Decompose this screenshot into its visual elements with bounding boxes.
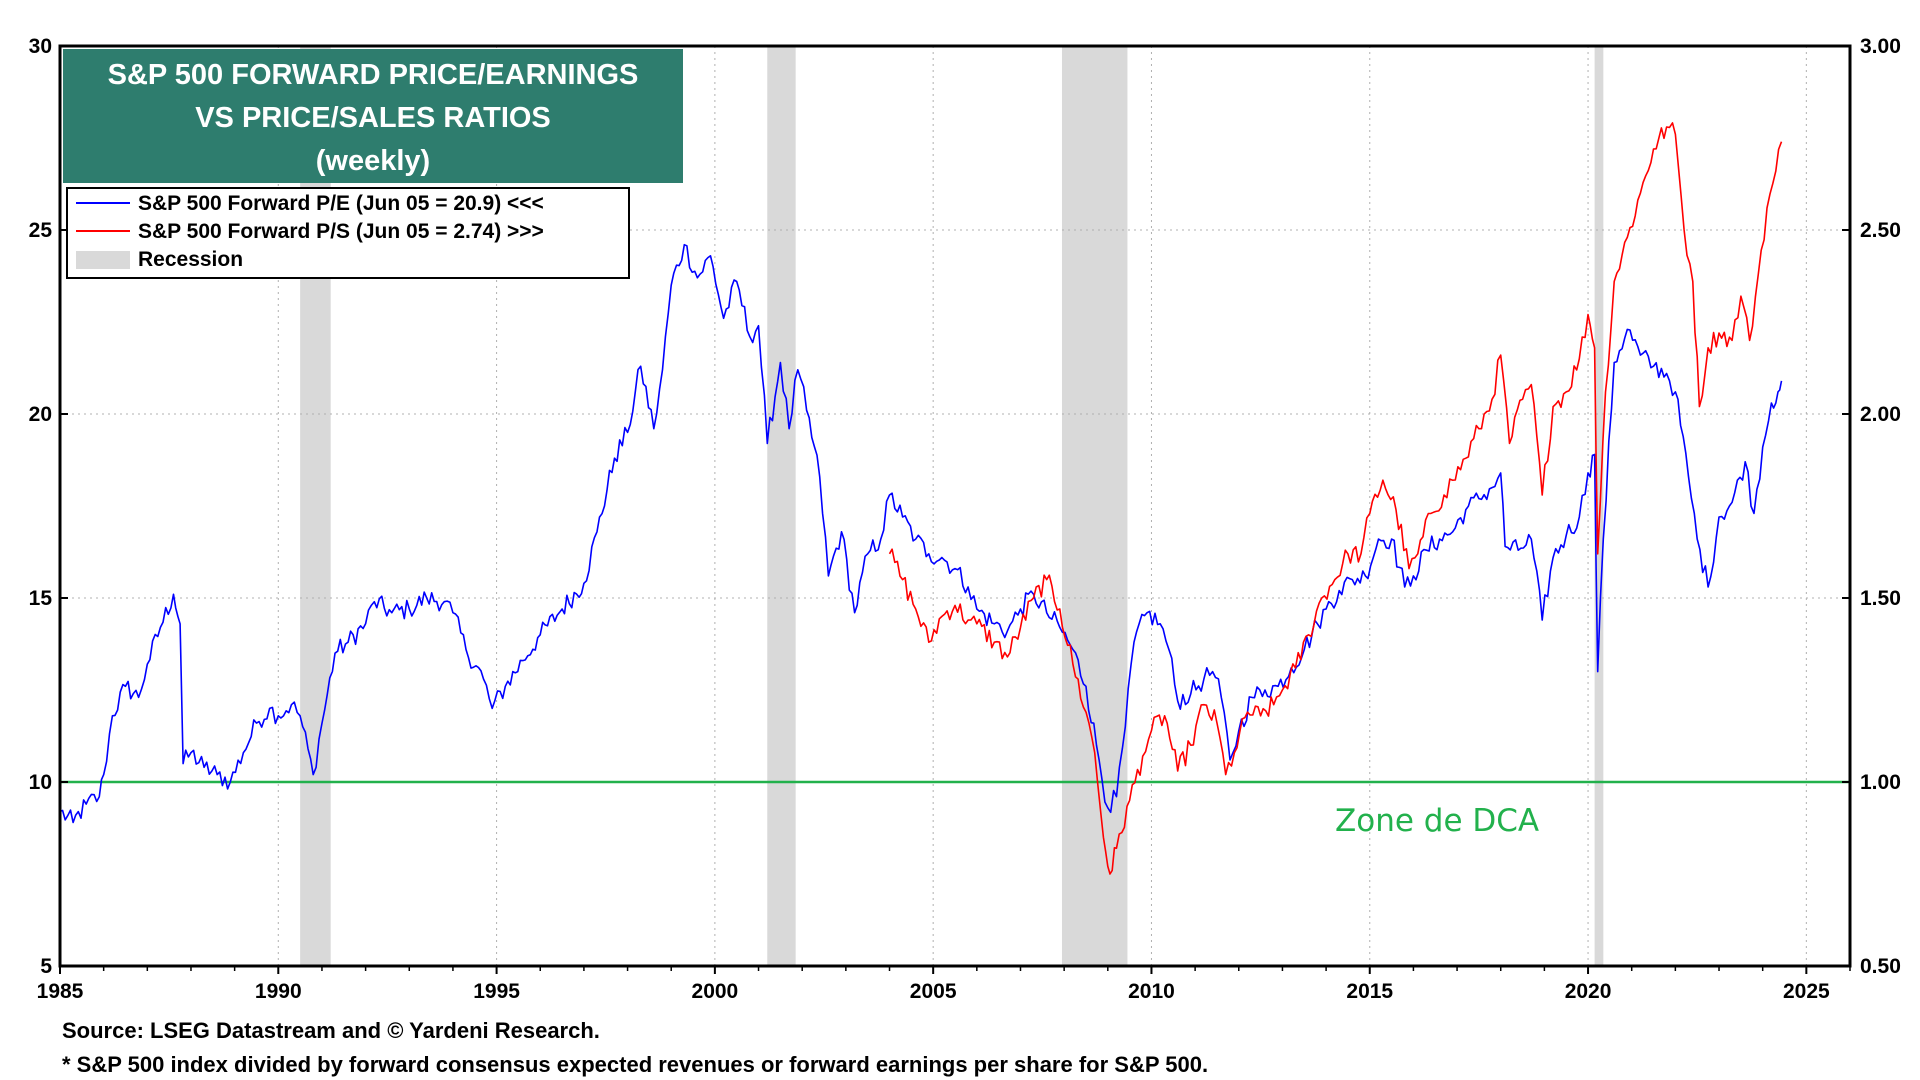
- series-lines: [59, 122, 1783, 875]
- x-tick-label: 2000: [692, 980, 739, 1003]
- x-tick-label: 1985: [37, 980, 84, 1003]
- chart: 1985 1990 1995 2000 2005 2010 2015 2020 20255101…: [28, 35, 1901, 1003]
- legend: S&P 500 Forward P/E (Jun 05 = 20.9) <<< …: [66, 187, 630, 279]
- x-tick-label: 2010: [1128, 980, 1175, 1003]
- x-tick-label: 2020: [1565, 980, 1612, 1003]
- y-right-tick-label: 1.50: [1860, 587, 1901, 610]
- y-right-tick-label: 1.00: [1860, 771, 1901, 794]
- y-left-tick-label: 15: [29, 587, 53, 610]
- legend-label-pe: S&P 500 Forward P/E (Jun 05 = 20.9) <<<: [138, 192, 544, 215]
- footnote: * S&P 500 index divided by forward conse…: [62, 1052, 1209, 1077]
- y-left-tick-label: 25: [29, 219, 53, 242]
- source-note: Source: LSEG Datastream and © Yardeni Re…: [62, 1018, 600, 1043]
- axes: 1985 1990 1995 2000 2005 2010 2015 2020 20255101…: [29, 35, 1901, 1003]
- x-tick-label: 1990: [255, 980, 302, 1003]
- y-right-tick-label: 2.50: [1860, 219, 1901, 242]
- y-left-tick-label: 30: [29, 35, 52, 58]
- title-line-1: S&P 500 FORWARD PRICE/EARNINGS: [108, 59, 639, 91]
- series-line-forward-ps: [888, 122, 1783, 875]
- recession-band: [767, 46, 796, 966]
- y-right-tick-label: 3.00: [1860, 35, 1901, 58]
- legend-swatch-recession: [76, 251, 130, 269]
- recession-band: [300, 46, 331, 966]
- title-line-2: VS PRICE/SALES RATIOS: [195, 102, 551, 134]
- title-box: S&P 500 FORWARD PRICE/EARNINGS VS PRICE/…: [63, 49, 683, 183]
- plot-frame: [58, 44, 1852, 968]
- legend-label-recession: Recession: [138, 248, 243, 271]
- y-left-tick-label: 5: [40, 955, 52, 978]
- x-tick-label: 1995: [473, 980, 520, 1003]
- y-right-tick-label: 2.00: [1860, 403, 1901, 426]
- legend-label-ps: S&P 500 Forward P/S (Jun 05 = 2.74) >>>: [138, 220, 544, 243]
- x-tick-label: 2025: [1783, 980, 1830, 1003]
- title-background: [63, 49, 683, 183]
- x-tick-label: 2015: [1346, 980, 1393, 1003]
- x-tick-label: 2005: [910, 980, 957, 1003]
- recession-band: [1594, 46, 1604, 966]
- legend-box: [66, 187, 630, 279]
- title-line-3: (weekly): [316, 145, 430, 177]
- dca-zone-label: Zone de DCA: [1335, 803, 1539, 839]
- series-line-forward-pe: [59, 243, 1783, 824]
- y-right-tick-label: 0.50: [1860, 955, 1901, 978]
- y-left-tick-label: 20: [29, 403, 52, 426]
- recession-band: [1061, 46, 1128, 966]
- y-left-tick-label: 10: [29, 771, 52, 794]
